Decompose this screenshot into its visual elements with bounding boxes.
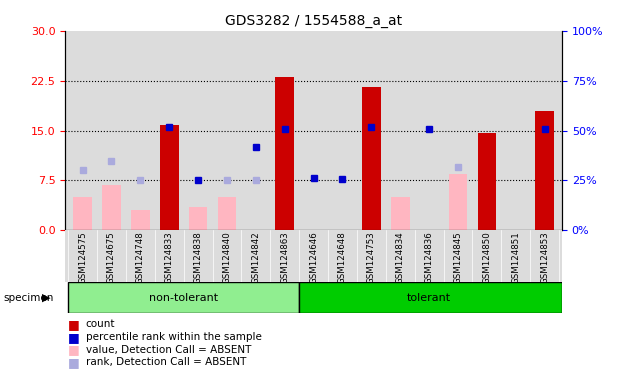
Text: specimen: specimen: [3, 293, 53, 303]
Bar: [217, 197, 237, 230]
Bar: [189, 207, 207, 230]
Text: GSM124863: GSM124863: [280, 232, 289, 284]
Bar: [131, 210, 150, 230]
Text: GSM124675: GSM124675: [107, 232, 116, 284]
Text: GSM124853: GSM124853: [540, 232, 549, 284]
Text: GSM124838: GSM124838: [194, 232, 202, 284]
Bar: [68, 282, 299, 313]
Text: GSM124748: GSM124748: [136, 232, 145, 284]
Title: GDS3282 / 1554588_a_at: GDS3282 / 1554588_a_at: [225, 14, 402, 28]
Text: value, Detection Call = ABSENT: value, Detection Call = ABSENT: [86, 345, 251, 355]
Bar: [535, 111, 554, 230]
Text: ■: ■: [68, 318, 80, 331]
Text: tolerant: tolerant: [407, 293, 451, 303]
Text: ■: ■: [68, 343, 80, 356]
Text: GSM124845: GSM124845: [453, 232, 463, 284]
Text: GSM124646: GSM124646: [309, 232, 318, 284]
Text: GSM124575: GSM124575: [78, 232, 87, 284]
Bar: [73, 197, 92, 230]
Bar: [102, 185, 121, 230]
Bar: [391, 197, 410, 230]
Text: non-tolerant: non-tolerant: [149, 293, 218, 303]
Text: ■: ■: [68, 331, 80, 344]
Text: GSM124850: GSM124850: [483, 232, 491, 284]
Text: GSM124753: GSM124753: [367, 232, 376, 284]
Bar: [160, 125, 179, 230]
Bar: [275, 77, 294, 230]
Text: ▶: ▶: [42, 293, 51, 303]
Text: GSM124840: GSM124840: [222, 232, 232, 284]
Text: GSM124833: GSM124833: [165, 232, 174, 284]
Bar: [448, 174, 468, 230]
Text: GSM124842: GSM124842: [252, 232, 260, 284]
Text: GSM124851: GSM124851: [511, 232, 520, 284]
Text: ■: ■: [68, 356, 80, 369]
Bar: [299, 282, 562, 313]
Text: GSM124834: GSM124834: [396, 232, 405, 284]
Text: percentile rank within the sample: percentile rank within the sample: [86, 332, 261, 342]
Text: count: count: [86, 319, 116, 329]
Text: rank, Detection Call = ABSENT: rank, Detection Call = ABSENT: [86, 358, 246, 367]
Text: GSM124836: GSM124836: [425, 232, 433, 284]
Bar: [478, 132, 496, 230]
Bar: [362, 87, 381, 230]
Text: GSM124648: GSM124648: [338, 232, 347, 284]
